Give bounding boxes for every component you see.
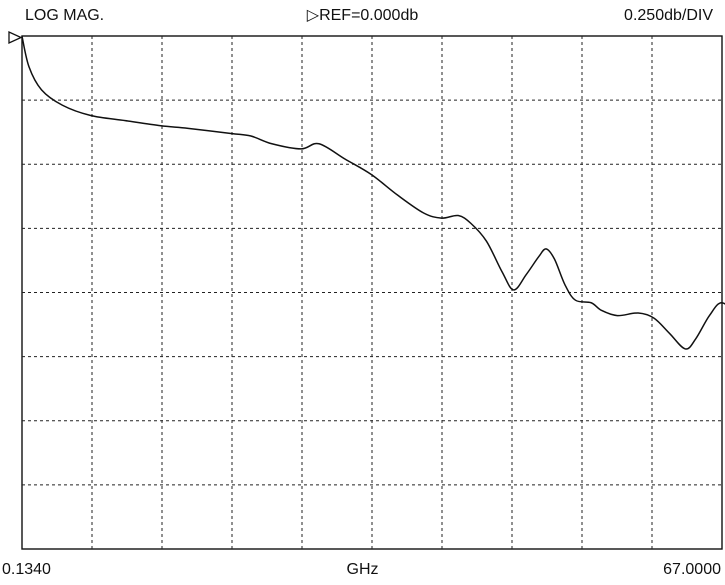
reference-marker-icon: ▷ <box>306 7 320 24</box>
scale-per-division-label: 0.250db/DIV <box>624 7 713 24</box>
frequency-unit-label: GHz <box>346 561 379 578</box>
start-frequency-label: 0.1340 <box>2 561 51 578</box>
series-line <box>21 35 725 350</box>
reference-level-value: REF=0.000db <box>319 7 419 24</box>
vertical-gridlines <box>91 36 653 549</box>
display-mode-label: LOG MAG. <box>25 7 105 24</box>
reference-level-label: ▷REF=0.000db <box>0 6 725 26</box>
horizontal-gridlines <box>22 99 722 486</box>
reference-marker-icon <box>8 30 23 45</box>
stop-frequency-label: 67.0000 <box>663 561 721 578</box>
